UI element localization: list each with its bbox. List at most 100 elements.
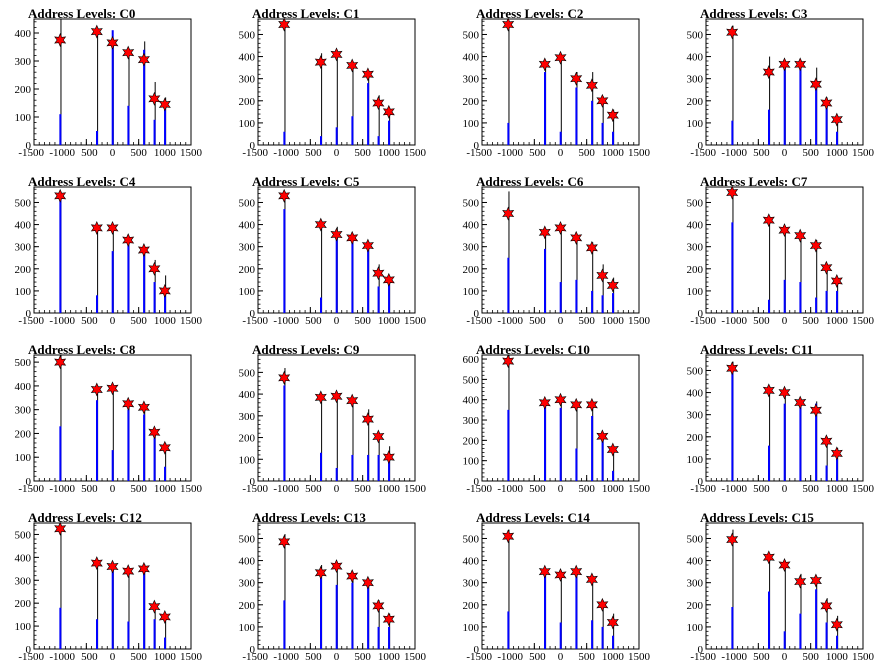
data-marker-star: [762, 65, 775, 79]
data-marker-star: [278, 17, 291, 32]
data-bar: [127, 621, 130, 649]
data-bar: [283, 385, 286, 481]
data-marker-star: [382, 104, 395, 119]
y-tick-label: 500: [463, 533, 480, 545]
data-bar: [111, 30, 114, 146]
data-bar: [768, 445, 770, 481]
data-marker-star: [330, 559, 343, 574]
y-tick-label: 0: [250, 308, 256, 320]
chart-panel: Address Levels: C15 0 100 200 300 400 500 -1500…: [672, 504, 896, 672]
data-marker-star: [346, 393, 359, 408]
data-marker-star: [278, 534, 291, 549]
y-tick-label: 100: [239, 286, 256, 298]
y-tick-label: 300: [239, 411, 256, 423]
data-marker-star: [158, 283, 171, 298]
x-tick-label: 1000: [826, 483, 849, 495]
data-marker-star: [820, 96, 833, 110]
data-bar: [377, 454, 380, 481]
y-tick-label: 200: [687, 264, 704, 276]
x-tick-label: 0: [558, 651, 564, 663]
y-tick-label: 400: [239, 389, 256, 401]
x-tick-label: 0: [782, 315, 788, 327]
y-tick-label: 500: [15, 197, 32, 209]
y-tick-label: 400: [239, 52, 256, 64]
x-tick-label: -1500: [690, 651, 716, 663]
data-bar: [575, 571, 578, 649]
data-marker-star: [726, 25, 739, 40]
x-tick-label: -1000: [273, 147, 299, 159]
y-tick-label: 0: [26, 476, 32, 488]
data-bar: [111, 571, 114, 649]
y-tick-label: 500: [239, 197, 256, 209]
y-tick-label: 0: [26, 644, 32, 656]
x-tick-label: 1500: [404, 651, 427, 663]
x-tick-label: 500: [81, 315, 98, 327]
data-marker-star: [809, 403, 822, 418]
chart-title: Address Levels: C0: [28, 6, 136, 21]
y-tick-label: 600: [463, 354, 480, 366]
data-bar: [799, 63, 802, 145]
y-tick-label: 500: [687, 197, 704, 209]
data-marker-star: [794, 574, 807, 589]
y-tick-label: 0: [250, 140, 256, 152]
x-tick-label: 1500: [404, 147, 427, 159]
x-tick-label: 500: [305, 483, 322, 495]
data-marker-star: [726, 532, 739, 547]
y-tick-label: 400: [239, 220, 256, 232]
data-bar: [351, 582, 354, 649]
x-tick-label: -1500: [242, 483, 268, 495]
data-bar: [367, 584, 370, 649]
data-bar: [507, 122, 510, 145]
x-tick-label: 500: [130, 315, 147, 327]
data-bar: [143, 414, 146, 481]
data-marker-star: [606, 108, 619, 123]
data-bar: [799, 405, 802, 481]
data-marker-star: [382, 272, 395, 287]
y-tick-label: 100: [687, 286, 704, 298]
y-tick-label: 0: [474, 476, 480, 488]
data-bar: [731, 607, 734, 649]
y-tick-label: 0: [698, 308, 704, 320]
data-marker-star: [106, 35, 119, 50]
chart-panel: Address Levels: C1 0 100 200 300 400 500 -1500-…: [224, 0, 448, 168]
data-bar: [153, 119, 156, 145]
chart-svg: 0 100 200 300 400 500 -1500 -1000 500 0 500 1000 150…: [463, 522, 651, 663]
data-marker-star: [106, 220, 119, 235]
x-tick-label: 0: [782, 651, 788, 663]
data-bar: [367, 83, 370, 145]
data-marker-star: [278, 188, 291, 203]
chart-svg: 0 100 200 300 400 500 -1500 -1000 500 0 500 1000 150…: [687, 185, 875, 327]
data-marker-star: [278, 370, 291, 385]
x-tick-label: 1000: [826, 651, 849, 663]
data-bar: [351, 454, 354, 481]
y-tick-label: 100: [15, 452, 32, 464]
y-tick-label: 300: [687, 74, 704, 86]
chart-svg: 0 100 200 300 400 500 -1500 -1000 500 0 500 1000 150…: [15, 521, 203, 663]
data-bar: [111, 450, 114, 481]
chart-svg: 0 100 200 300 400 500 -1500 -1000 500 0 500 1000 150…: [239, 522, 427, 663]
x-tick-label: 1500: [628, 651, 651, 663]
y-tick-label: 300: [463, 74, 480, 86]
data-bar: [283, 600, 286, 649]
chart-title: Address Levels: C6: [476, 174, 584, 189]
data-bar: [731, 222, 734, 313]
data-bar: [96, 131, 98, 145]
y-tick-label: 0: [474, 308, 480, 320]
chart-title: Address Levels: C14: [476, 510, 590, 525]
x-tick-label: 500: [354, 147, 371, 159]
y-tick-label: 200: [687, 432, 704, 444]
x-tick-label: 500: [130, 147, 147, 159]
data-marker-star: [570, 397, 583, 412]
x-tick-label: -1500: [466, 315, 492, 327]
data-marker-star: [90, 382, 103, 397]
chart-title: Address Levels: C11: [700, 342, 814, 357]
x-tick-label: -1500: [466, 651, 492, 663]
x-tick-label: 0: [334, 483, 340, 495]
data-bar: [768, 109, 770, 145]
x-tick-label: 1500: [628, 147, 651, 159]
y-tick-label: 400: [239, 556, 256, 568]
data-bar: [153, 282, 156, 313]
chart-panel: Address Levels: C7 0 100 200 300 400 500 -1500-…: [672, 168, 896, 336]
data-marker-star: [606, 278, 619, 293]
data-marker-star: [596, 93, 609, 108]
